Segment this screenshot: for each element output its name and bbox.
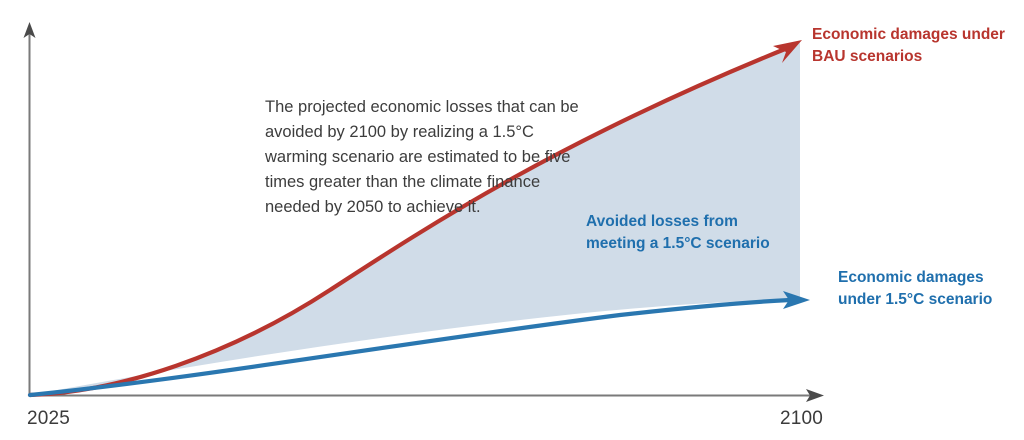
- x-axis-tick-label-end: 2100: [780, 408, 824, 429]
- x-axis-tick-label-start: 2025: [27, 408, 71, 429]
- x-axis-arrowhead-icon: [806, 389, 824, 402]
- scenario-curve-arrowhead-icon: [783, 291, 810, 309]
- scenario-damages-curve: [27, 297, 793, 398]
- bau-curve-arrowhead-icon: [773, 40, 802, 63]
- chart-explanatory-note: The projected economic losses that can b…: [265, 98, 579, 216]
- series-label-1p5c-damages: Economic damages under 1.5°C scenario: [838, 269, 993, 308]
- region-label-avoided-losses: Avoided losses from meeting a 1.5°C scen…: [586, 213, 770, 252]
- series-label-bau-damages: Economic damages under BAU scenarios: [812, 26, 1005, 65]
- y-axis-arrowhead-icon: [23, 22, 36, 38]
- bau-damages-curve: [27, 44, 793, 398]
